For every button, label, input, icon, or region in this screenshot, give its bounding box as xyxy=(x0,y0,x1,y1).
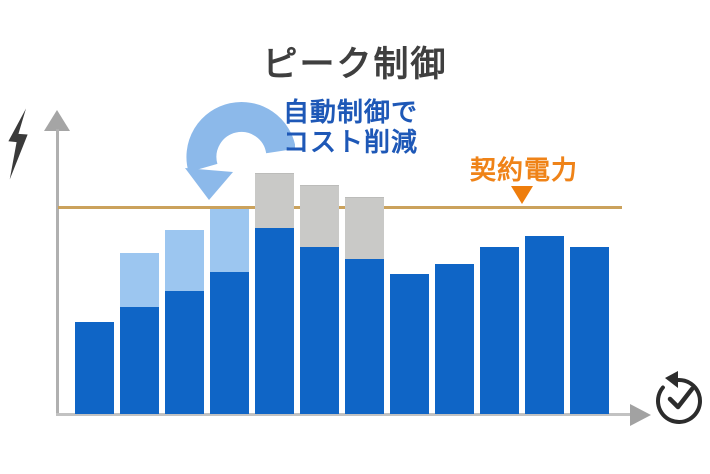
bar xyxy=(300,185,339,414)
bar xyxy=(345,197,384,414)
bar xyxy=(525,236,564,414)
contract-power-line xyxy=(58,206,622,209)
bar-segment-blue xyxy=(255,228,294,414)
bar-segment-blue xyxy=(345,259,384,414)
contract-power-label: 契約電力 xyxy=(470,155,579,185)
bar-segment-blue xyxy=(120,307,159,414)
x-axis-arrow-icon xyxy=(630,404,651,426)
bar-segment-light-blue xyxy=(165,230,204,291)
bar xyxy=(75,322,114,414)
x-axis xyxy=(56,413,632,416)
bar-segment-gray xyxy=(300,185,339,247)
y-axis xyxy=(56,129,59,416)
y-axis-arrow-icon xyxy=(44,110,70,131)
bar-chart xyxy=(75,173,609,414)
bar-segment-blue xyxy=(525,236,564,414)
bar xyxy=(165,230,204,414)
bar-segment-blue xyxy=(210,272,249,414)
bar xyxy=(390,274,429,414)
bar-segment-blue xyxy=(165,291,204,414)
bar-segment-blue xyxy=(570,247,609,414)
chart-title: ピーク制御 xyxy=(262,45,448,84)
down-triangle-marker xyxy=(511,186,533,204)
bar xyxy=(570,247,609,414)
bar-segment-blue xyxy=(435,264,474,414)
annotation-line-1: 自動制御で xyxy=(283,97,419,127)
bar-segment-light-blue xyxy=(120,253,159,307)
bar-segment-light-blue xyxy=(210,209,249,272)
bar-segment-gray xyxy=(255,173,294,228)
annotation-cost-reduction: 自動制御で コスト削減 xyxy=(283,97,418,157)
lightning-icon xyxy=(8,108,28,180)
bar xyxy=(480,247,519,414)
bar xyxy=(435,264,474,414)
bar xyxy=(210,209,249,414)
clock-history-icon xyxy=(656,371,702,424)
bar-segment-gray xyxy=(345,197,384,259)
curved-down-arrow-icon xyxy=(185,101,295,200)
bar-segment-blue xyxy=(300,247,339,414)
bar-segment-blue xyxy=(75,322,114,414)
bar xyxy=(120,253,159,414)
bar xyxy=(255,173,294,414)
bar-segment-blue xyxy=(390,274,429,414)
annotation-line-2: コスト削減 xyxy=(283,127,419,157)
bar-segment-blue xyxy=(480,247,519,414)
